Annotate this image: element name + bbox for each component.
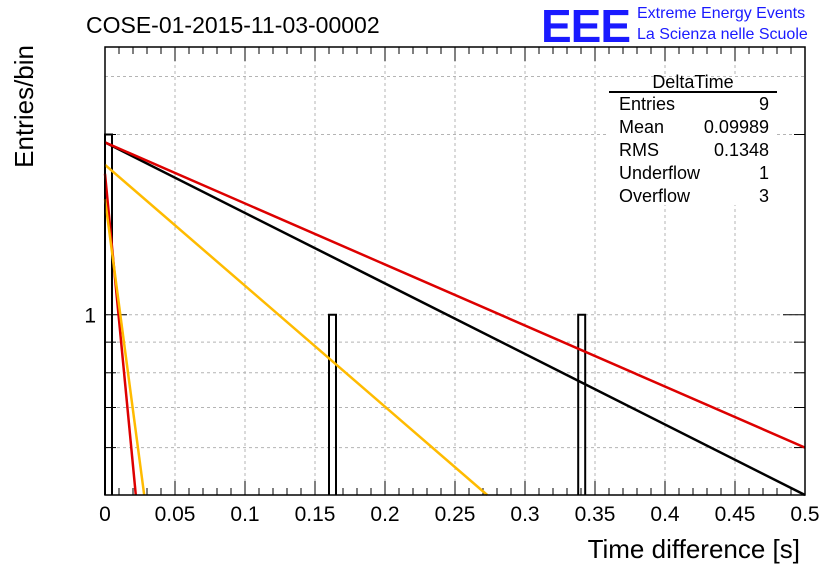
stats-row-value: 9 [759,94,769,114]
x-tick-labels: 0 0.05 0.1 0.15 0.2 0.25 0.3 0.35 0.4 0.45 0.5 [99,503,819,526]
stats-row-value: 1 [759,163,769,183]
histogram-bin [328,313,337,495]
fit-line [103,198,146,496]
stats-row-value: 3 [759,186,769,206]
y-tick-label: 1 [84,305,96,328]
stats-row-label: Mean [619,117,664,137]
stats-box-title: DeltaTime [652,72,733,92]
chart-title: COSE-01-2015-11-03-00002 [86,12,380,38]
histogram-bin [577,313,587,495]
x-tick-label: 0.1 [230,503,259,526]
stats-row-value: 0.1348 [714,140,769,160]
x-tick-label: 0.35 [575,503,616,526]
y-axis-label: Entries/bin [9,45,39,168]
x-tick-label: 0.15 [295,503,336,526]
fit-lines [103,141,806,497]
x-tick-label: 0.45 [715,503,756,526]
stats-row-label: Overflow [619,186,691,206]
plot-frame [104,46,806,496]
eee-logo: EEE [541,0,630,52]
brand-line-1: Extreme Energy Events [637,5,805,22]
stats-row-label: Entries [619,94,675,114]
brand-line-2: La Scienza nelle Scuole [637,26,808,43]
x-tick-label: 0.3 [510,503,539,526]
fit-line [104,141,806,449]
x-tick-label: 0.2 [370,503,399,526]
x-tick-label: 0 [99,503,111,526]
fit-line [104,141,806,497]
fit-line [103,173,138,496]
y-tick-labels: 1 [84,305,96,328]
fit-line [104,163,489,496]
stats-row-label: Underflow [619,163,701,183]
x-tick-label: 0.05 [155,503,196,526]
grid-lines [105,47,805,495]
x-tick-label: 0.4 [650,503,680,526]
stats-row-label: RMS [619,140,659,160]
x-tick-label: 0.25 [435,503,476,526]
x-axis-label: Time difference [s] [588,534,800,564]
stats-box-background [609,77,777,205]
x-tick-label: 0.5 [790,503,819,526]
stats-row-value: 0.09989 [704,117,769,137]
stats-box: DeltaTime Entries 9 Mean 0.09989 RMS 0.1348 Un… [609,72,777,206]
